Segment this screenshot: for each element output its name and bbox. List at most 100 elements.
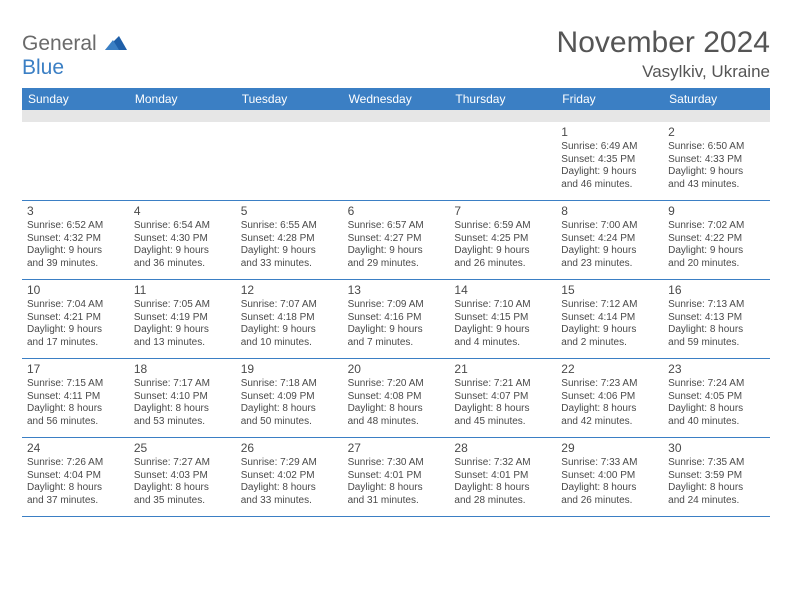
day-info-line: Sunset: 4:18 PM (241, 312, 338, 325)
day-number: 26 (241, 441, 338, 456)
day-info-line: and 29 minutes. (348, 258, 445, 271)
day-number: 14 (454, 283, 551, 298)
day-info-line: and 26 minutes. (454, 258, 551, 271)
calendar-cell-empty (343, 122, 450, 200)
calendar-cell: 10Sunrise: 7:04 AMSunset: 4:21 PMDayligh… (22, 280, 129, 358)
day-info-line: and 53 minutes. (134, 416, 231, 429)
day-info-line: Sunset: 4:28 PM (241, 233, 338, 246)
day-number: 19 (241, 362, 338, 377)
day-info-line: Daylight: 9 hours (668, 245, 765, 258)
calendar-week: 1Sunrise: 6:49 AMSunset: 4:35 PMDaylight… (22, 122, 770, 201)
day-info-line: and 17 minutes. (27, 337, 124, 350)
day-info-line: Daylight: 9 hours (561, 324, 658, 337)
day-info-line: and 48 minutes. (348, 416, 445, 429)
calendar-week: 3Sunrise: 6:52 AMSunset: 4:32 PMDaylight… (22, 201, 770, 280)
calendar-header-row: Sunday Monday Tuesday Wednesday Thursday… (22, 88, 770, 110)
day-info-line: Sunrise: 7:27 AM (134, 457, 231, 470)
day-info-line: Sunrise: 6:52 AM (27, 220, 124, 233)
day-number: 11 (134, 283, 231, 298)
calendar-cell: 5Sunrise: 6:55 AMSunset: 4:28 PMDaylight… (236, 201, 343, 279)
day-info-line: and 26 minutes. (561, 495, 658, 508)
calendar-cell: 16Sunrise: 7:13 AMSunset: 4:13 PMDayligh… (663, 280, 770, 358)
day-info-line: and 46 minutes. (561, 179, 658, 192)
day-number: 8 (561, 204, 658, 219)
day-info-line: Sunset: 4:02 PM (241, 470, 338, 483)
calendar-body: 1Sunrise: 6:49 AMSunset: 4:35 PMDaylight… (22, 122, 770, 517)
day-number: 6 (348, 204, 445, 219)
day-info-line: Sunset: 4:10 PM (134, 391, 231, 404)
day-info-line: Daylight: 8 hours (561, 403, 658, 416)
day-info-line: Daylight: 9 hours (241, 324, 338, 337)
calendar-week: 10Sunrise: 7:04 AMSunset: 4:21 PMDayligh… (22, 280, 770, 359)
day-info-line: Sunrise: 7:29 AM (241, 457, 338, 470)
calendar-cell: 6Sunrise: 6:57 AMSunset: 4:27 PMDaylight… (343, 201, 450, 279)
day-info-line: Sunset: 4:33 PM (668, 154, 765, 167)
calendar-cell: 2Sunrise: 6:50 AMSunset: 4:33 PMDaylight… (663, 122, 770, 200)
day-number: 30 (668, 441, 765, 456)
day-info-line: Sunset: 4:15 PM (454, 312, 551, 325)
day-info-line: Sunset: 4:04 PM (27, 470, 124, 483)
day-info-line: Sunset: 4:27 PM (348, 233, 445, 246)
calendar-cell: 29Sunrise: 7:33 AMSunset: 4:00 PMDayligh… (556, 438, 663, 516)
day-info-line: Sunrise: 7:13 AM (668, 299, 765, 312)
calendar-cell: 4Sunrise: 6:54 AMSunset: 4:30 PMDaylight… (129, 201, 236, 279)
day-info-line: and 43 minutes. (668, 179, 765, 192)
calendar-cell: 17Sunrise: 7:15 AMSunset: 4:11 PMDayligh… (22, 359, 129, 437)
calendar-cell: 13Sunrise: 7:09 AMSunset: 4:16 PMDayligh… (343, 280, 450, 358)
calendar-cell: 19Sunrise: 7:18 AMSunset: 4:09 PMDayligh… (236, 359, 343, 437)
day-info-line: and 13 minutes. (134, 337, 231, 350)
day-info-line: Daylight: 8 hours (454, 482, 551, 495)
day-header: Saturday (663, 88, 770, 110)
calendar-cell: 14Sunrise: 7:10 AMSunset: 4:15 PMDayligh… (449, 280, 556, 358)
day-info-line: and 28 minutes. (454, 495, 551, 508)
day-info-line: and 23 minutes. (561, 258, 658, 271)
day-info-line: Sunrise: 6:59 AM (454, 220, 551, 233)
day-info-line: and 36 minutes. (134, 258, 231, 271)
day-info-line: Sunrise: 7:04 AM (27, 299, 124, 312)
day-info-line: Sunrise: 6:54 AM (134, 220, 231, 233)
day-info-line: Sunrise: 7:30 AM (348, 457, 445, 470)
day-number: 16 (668, 283, 765, 298)
calendar-cell: 25Sunrise: 7:27 AMSunset: 4:03 PMDayligh… (129, 438, 236, 516)
day-info-line: Sunrise: 7:07 AM (241, 299, 338, 312)
day-info-line: Sunset: 4:19 PM (134, 312, 231, 325)
day-info-line: and 7 minutes. (348, 337, 445, 350)
calendar-cell: 20Sunrise: 7:20 AMSunset: 4:08 PMDayligh… (343, 359, 450, 437)
day-info-line: Sunset: 4:35 PM (561, 154, 658, 167)
day-info-line: Daylight: 9 hours (241, 245, 338, 258)
day-info-line: Daylight: 8 hours (348, 403, 445, 416)
calendar-cell: 22Sunrise: 7:23 AMSunset: 4:06 PMDayligh… (556, 359, 663, 437)
calendar-cell: 18Sunrise: 7:17 AMSunset: 4:10 PMDayligh… (129, 359, 236, 437)
calendar-cell-empty (129, 122, 236, 200)
day-info-line: Sunrise: 7:20 AM (348, 378, 445, 391)
day-info-line: Sunset: 4:24 PM (561, 233, 658, 246)
day-number: 1 (561, 125, 658, 140)
day-info-line: and 31 minutes. (348, 495, 445, 508)
calendar-cell: 8Sunrise: 7:00 AMSunset: 4:24 PMDaylight… (556, 201, 663, 279)
day-info-line: Sunrise: 7:33 AM (561, 457, 658, 470)
day-number: 2 (668, 125, 765, 140)
day-number: 23 (668, 362, 765, 377)
calendar-cell-empty (449, 122, 556, 200)
brand-text: General Blue (22, 32, 127, 80)
day-info-line: Daylight: 9 hours (454, 324, 551, 337)
day-header: Wednesday (343, 88, 450, 110)
day-info-line: Sunset: 4:25 PM (454, 233, 551, 246)
day-info-line: Daylight: 9 hours (348, 245, 445, 258)
day-info-line: Sunset: 4:07 PM (454, 391, 551, 404)
day-info-line: Daylight: 8 hours (241, 482, 338, 495)
day-info-line: and 33 minutes. (241, 258, 338, 271)
day-info-line: Daylight: 9 hours (134, 324, 231, 337)
day-info-line: and 42 minutes. (561, 416, 658, 429)
day-info-line: Daylight: 9 hours (27, 324, 124, 337)
day-info-line: Sunset: 4:16 PM (348, 312, 445, 325)
day-header: Tuesday (236, 88, 343, 110)
day-number: 27 (348, 441, 445, 456)
day-info-line: Daylight: 8 hours (668, 403, 765, 416)
day-info-line: Sunset: 4:11 PM (27, 391, 124, 404)
day-info-line: Sunrise: 7:35 AM (668, 457, 765, 470)
calendar-cell: 1Sunrise: 6:49 AMSunset: 4:35 PMDaylight… (556, 122, 663, 200)
day-info-line: Daylight: 8 hours (668, 324, 765, 337)
day-info-line: Sunrise: 7:09 AM (348, 299, 445, 312)
day-info-line: and 50 minutes. (241, 416, 338, 429)
